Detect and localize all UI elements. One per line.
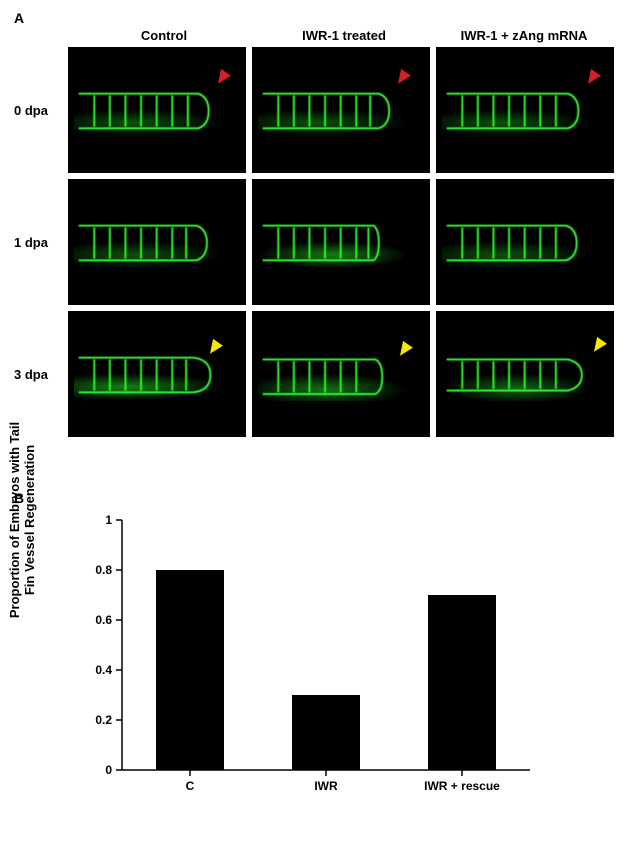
fish-illustration	[442, 85, 590, 137]
micrograph-0dpa-rescue	[436, 47, 614, 173]
bar-chart-svg: 0 0.2 0.4 0.6 0.8 1 C IWR IWR + rescue	[70, 510, 540, 810]
panel-a-label: A	[14, 10, 24, 26]
row-label-1dpa: 1 dpa	[14, 235, 68, 250]
micrograph-3dpa-rescue	[436, 311, 614, 437]
fish-illustration	[74, 349, 222, 401]
micrograph-0dpa-iwr1	[252, 47, 430, 173]
svg-text:0.4: 0.4	[95, 663, 112, 677]
col-header-iwr1-zang: IWR-1 + zAng mRNA	[434, 28, 614, 47]
micrograph-1dpa-rescue	[436, 179, 614, 305]
panel-a-image-grid: 0 dpa	[14, 47, 614, 443]
svg-text:0.2: 0.2	[95, 713, 112, 727]
yellow-arrow-icon	[589, 337, 607, 355]
panel-a-column-headers: Control IWR-1 treated IWR-1 + zAng mRNA	[74, 28, 614, 47]
y-axis-label: Proportion of Embryos with Tail Fin Vess…	[7, 380, 37, 660]
svg-text:0.8: 0.8	[95, 563, 112, 577]
micrograph-0dpa-control	[68, 47, 246, 173]
col-header-iwr1: IWR-1 treated	[254, 28, 434, 47]
fish-illustration	[258, 217, 406, 269]
fish-illustration	[442, 349, 590, 401]
svg-text:IWR + rescue: IWR + rescue	[424, 779, 500, 793]
svg-text:IWR: IWR	[314, 779, 338, 793]
row-3dpa: 3 dpa	[14, 311, 614, 437]
y-axis-label-line2: Fin Vessel Regeneration	[22, 380, 37, 660]
y-axis-label-line1: Proportion of Embryos with Tail	[7, 380, 22, 660]
fish-illustration	[258, 349, 406, 401]
col-header-control: Control	[74, 28, 254, 47]
micrograph-1dpa-iwr1	[252, 179, 430, 305]
fish-illustration	[442, 217, 590, 269]
svg-text:0.6: 0.6	[95, 613, 112, 627]
row-1dpa: 1 dpa	[14, 179, 614, 305]
fish-illustration	[74, 217, 222, 269]
micrograph-1dpa-control	[68, 179, 246, 305]
panel-b-chart: Proportion of Embryos with Tail Fin Vess…	[70, 510, 540, 820]
panel-a: Control IWR-1 treated IWR-1 + zAng mRNA …	[14, 28, 614, 443]
micrograph-3dpa-iwr1	[252, 311, 430, 437]
svg-text:C: C	[186, 779, 195, 793]
fish-illustration	[258, 85, 406, 137]
fish-illustration	[74, 85, 222, 137]
micrograph-3dpa-control	[68, 311, 246, 437]
row-label-0dpa: 0 dpa	[14, 103, 68, 118]
row-0dpa: 0 dpa	[14, 47, 614, 173]
svg-text:0: 0	[105, 763, 112, 777]
svg-text:1: 1	[105, 513, 112, 527]
